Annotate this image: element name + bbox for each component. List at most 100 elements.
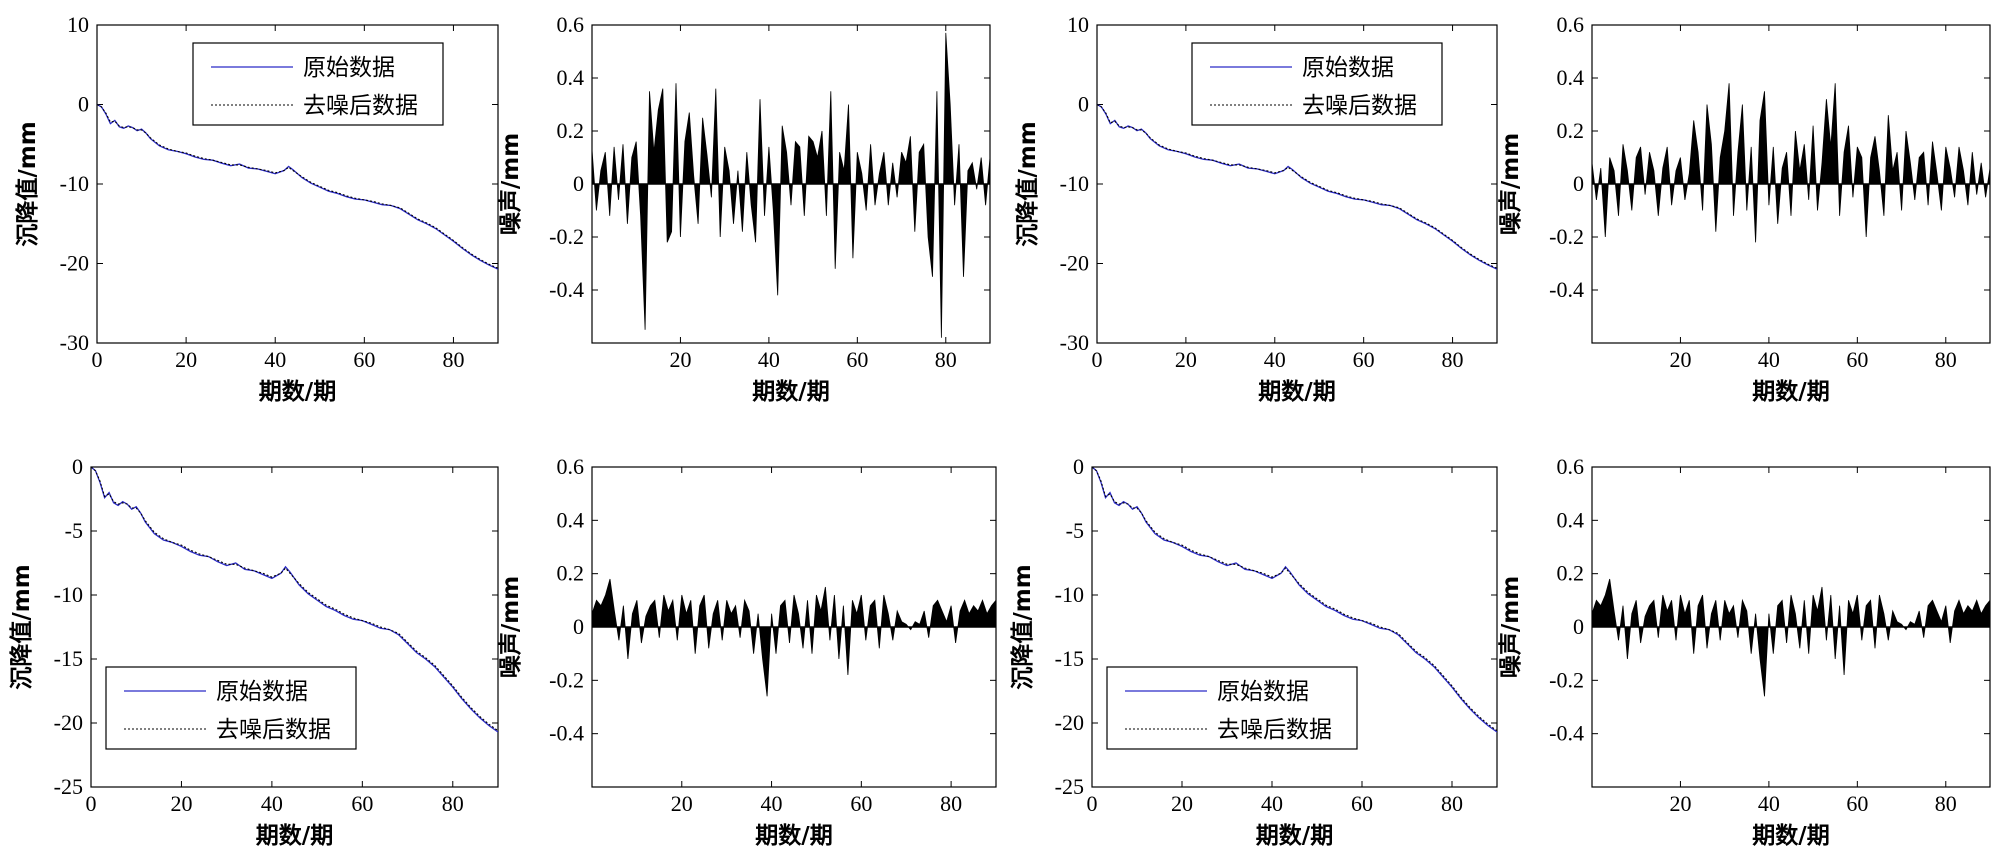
y-tick-label: 0.2 (557, 118, 585, 143)
y-tick-label: -20 (60, 251, 89, 276)
x-tick-label: 40 (261, 791, 283, 816)
x-tick-label: 80 (1935, 791, 1957, 816)
data-layer (1592, 578, 1990, 697)
y-tick-label: -0.4 (549, 721, 584, 746)
legend-label-denoised: 去噪后数据 (216, 717, 331, 743)
x-tick-label: 40 (1261, 791, 1283, 816)
legend-label-original: 原始数据 (216, 679, 308, 705)
y-tick-label: 10 (67, 12, 89, 37)
x-tick-label: 20 (175, 347, 197, 372)
legend-box (192, 42, 444, 126)
y-axis-title: 噪声/mm (498, 576, 524, 678)
x-tick-label: 0 (86, 791, 97, 816)
y-tick-label: -10 (60, 171, 89, 196)
y-axis-title: 沉降值/mm (8, 564, 35, 689)
y-tick-label: 0.2 (1557, 561, 1585, 586)
y-tick-label: 0 (1573, 171, 1584, 196)
data-layer (1592, 83, 1990, 243)
y-tick-label: -0.2 (549, 667, 584, 692)
panel-7: 0 20 40 60 80 0 -5 -10 -15 -20 -25 期数/期 沉降值/mm 原始数据去噪… (1009, 454, 1498, 849)
y-tick-label: 0 (78, 92, 89, 117)
y-axis-title: 噪声/mm (498, 133, 524, 235)
x-tick-label: 20 (669, 347, 691, 372)
y-tick-label: -25 (54, 774, 83, 799)
noise-area (1592, 83, 1990, 243)
x-tick-label: 60 (1846, 347, 1868, 372)
x-axis-title: 期数/期 (1258, 379, 1335, 405)
y-tick-label: -0.2 (1549, 224, 1584, 249)
panel-6: 20 40 60 80 0.6 0.4 0.2 0 -0.2 -0.4 期数/期 噪声/mm (498, 454, 997, 849)
x-tick-label: 60 (353, 347, 375, 372)
x-tick-label: 60 (1353, 347, 1375, 372)
noise-area (592, 32, 990, 338)
x-axis-title: 期数/期 (1256, 823, 1333, 849)
series-line-denoised (1097, 104, 1497, 269)
y-tick-label: 0.6 (557, 454, 585, 479)
y-axis-title: 沉降值/mm (1009, 564, 1036, 689)
y-tick-label: 0 (1573, 614, 1584, 639)
series-line-original (1092, 467, 1497, 733)
y-tick-label: 0.4 (557, 507, 585, 532)
y-tick-label: -20 (1055, 710, 1084, 735)
x-tick-label: 80 (1441, 791, 1463, 816)
legend-label-original: 原始数据 (1217, 679, 1309, 705)
x-tick-label: 40 (264, 347, 286, 372)
legend-label-original: 原始数据 (1302, 55, 1394, 81)
y-tick-label: 0.6 (557, 12, 585, 37)
y-tick-label: -15 (54, 646, 83, 671)
x-tick-label: 40 (1758, 347, 1780, 372)
x-tick-label: 60 (351, 791, 373, 816)
x-tick-label: 80 (940, 791, 962, 816)
y-tick-label: -0.4 (549, 277, 584, 302)
y-tick-label: 10 (1067, 12, 1089, 37)
x-tick-label: 20 (1171, 791, 1193, 816)
panel-8: 20 40 60 80 0.6 0.4 0.2 0 -0.2 -0.4 期数/期 噪声/mm (1498, 454, 1991, 849)
y-tick-label: 0.4 (557, 65, 585, 90)
y-tick-label: -25 (1055, 774, 1084, 799)
x-tick-label: 60 (1846, 791, 1868, 816)
y-tick-label: 0 (573, 614, 584, 639)
y-tick-label: 0 (1073, 454, 1084, 479)
x-tick-label: 20 (671, 791, 693, 816)
y-tick-label: -10 (1055, 582, 1084, 607)
panel-4: 20 40 60 80 0.6 0.4 0.2 0 -0.2 -0.4 期数/期 噪声/mm (1498, 12, 1991, 405)
panel-5: 0 20 40 60 80 0 -5 -10 -15 -20 -25 期数/期 沉降值/mm 原始数据去噪… (8, 454, 499, 849)
x-tick-label: 80 (1935, 347, 1957, 372)
y-tick-label: -0.4 (1549, 277, 1584, 302)
x-tick-label: 80 (442, 347, 464, 372)
y-tick-label: -30 (60, 330, 89, 355)
x-tick-label: 80 (935, 347, 957, 372)
x-tick-label: 40 (1758, 791, 1780, 816)
series-line-denoised (91, 467, 498, 732)
x-tick-label: 60 (1351, 791, 1373, 816)
y-tick-label: 0.6 (1557, 12, 1585, 37)
data-layer (592, 578, 996, 697)
noise-area (1592, 578, 1990, 697)
y-axis-title: 噪声/mm (1498, 133, 1524, 235)
y-tick-label: -10 (54, 582, 83, 607)
x-tick-label: 40 (761, 791, 783, 816)
series-line-denoised (1092, 467, 1497, 732)
legend-label-denoised: 去噪后数据 (1302, 93, 1417, 119)
y-tick-label: -5 (65, 518, 83, 543)
x-tick-label: 0 (92, 347, 103, 372)
series-line-original (91, 467, 498, 733)
y-tick-label: -10 (1060, 171, 1089, 196)
data-layer (1097, 103, 1497, 270)
y-axis-title: 沉降值/mm (14, 121, 41, 246)
y-axis-title: 噪声/mm (1498, 576, 1524, 678)
x-tick-label: 80 (1442, 347, 1464, 372)
x-tick-label: 20 (1669, 347, 1691, 372)
legend-box (1191, 42, 1443, 126)
legend-box (105, 666, 357, 750)
series-line-denoised (97, 104, 498, 269)
panel-2: 20 40 60 80 0.6 0.4 0.2 0 -0.2 -0.4 期数/期 噪声/mm (498, 12, 991, 405)
data-layer (97, 103, 498, 270)
y-tick-label: 0.4 (1557, 507, 1585, 532)
x-axis-title: 期数/期 (752, 379, 829, 405)
y-tick-label: -30 (1060, 330, 1089, 355)
